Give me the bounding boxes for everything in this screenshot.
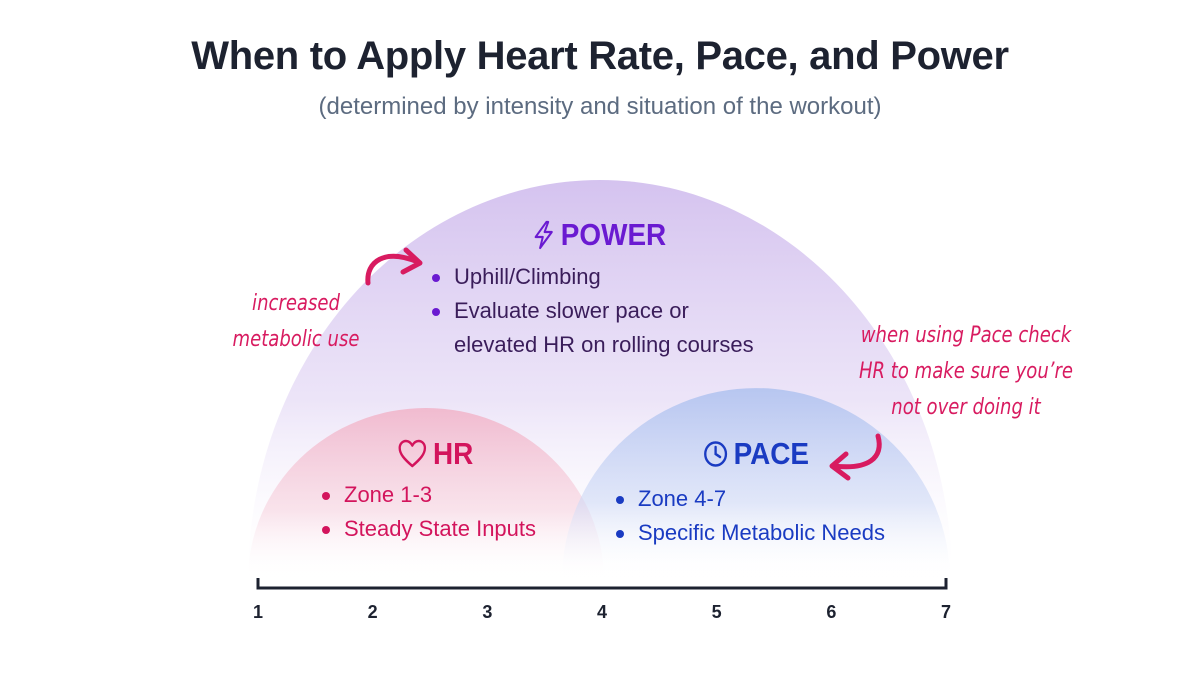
pace-heading: PACE <box>703 436 809 472</box>
hr-bullet-list: Zone 1-3 Steady State Inputs <box>320 478 536 546</box>
diagram-title: When to Apply Heart Rate, Pace, and Powe… <box>191 34 1009 78</box>
hr-heading: HR <box>397 436 473 472</box>
right-annotation-arrow <box>831 433 882 470</box>
right-annotation-line: not over doing it <box>891 395 1041 420</box>
lightning-bolt-icon <box>532 220 555 250</box>
power-label: POWER <box>560 217 667 252</box>
axis-tick-label: 2 <box>367 602 378 622</box>
power-bullet-item: Uphill/Climbing <box>430 260 810 294</box>
power-bullet-list: Uphill/Climbing Evaluate slower pace or … <box>430 260 810 362</box>
pace-bullet-item: Zone 4-7 <box>614 482 885 516</box>
right-annotation-line: when using Pace check <box>860 323 1072 348</box>
axis-tick-label: 5 <box>711 602 722 622</box>
heart-icon <box>397 439 428 469</box>
pace-bullet-item: Specific Metabolic Needs <box>614 516 885 550</box>
pace-label: PACE <box>733 436 810 471</box>
axis-tick-label: 3 <box>482 602 493 622</box>
left-annotation-line: metabolic use <box>232 327 360 352</box>
left-arrow-head <box>400 247 423 275</box>
left-annotation-arrow <box>365 254 421 286</box>
right-annotation: when using Pace check HR to make sure yo… <box>835 318 1097 426</box>
hr-bullet-item: Zone 1-3 <box>320 478 536 512</box>
power-bullet-item: Evaluate slower pace or <box>430 294 810 328</box>
right-annotation-line: HR to make sure you’re <box>858 359 1074 384</box>
left-annotation: increased metabolic use <box>222 286 370 358</box>
pace-zone-dome <box>562 388 950 580</box>
power-bullet-item-continued: elevated HR on rolling courses <box>454 332 754 357</box>
left-annotation-line: increased <box>252 291 340 316</box>
axis-tick-label: 4 <box>596 602 607 622</box>
pace-bullet-list: Zone 4-7 Specific Metabolic Needs <box>614 482 885 550</box>
axis-tick-label: 6 <box>826 602 837 622</box>
axis-tick-label: 7 <box>940 602 951 622</box>
right-arrow-head <box>829 451 851 481</box>
diagram-subtitle: (determined by intensity and situation o… <box>318 93 882 120</box>
hr-bullet-item: Steady State Inputs <box>320 512 536 546</box>
power-heading: POWER <box>532 217 666 253</box>
axis-tick-label: 1 <box>252 602 263 622</box>
hr-label: HR <box>433 436 474 471</box>
clock-icon <box>703 440 728 468</box>
hr-zone-dome <box>248 408 604 580</box>
